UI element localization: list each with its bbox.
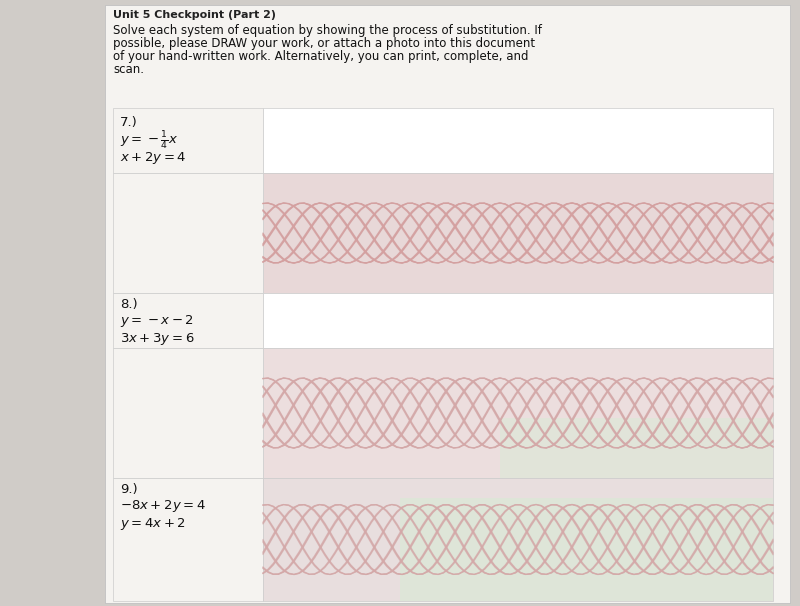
Text: possible, please DRAW your work, or attach a photo into this document: possible, please DRAW your work, or atta… bbox=[113, 37, 535, 50]
FancyBboxPatch shape bbox=[113, 108, 263, 173]
Text: $y = -x - 2$: $y = -x - 2$ bbox=[120, 313, 194, 329]
FancyBboxPatch shape bbox=[263, 478, 773, 601]
FancyBboxPatch shape bbox=[113, 348, 263, 478]
FancyBboxPatch shape bbox=[500, 418, 773, 478]
Text: scan.: scan. bbox=[113, 63, 144, 76]
Text: $y = 4x + 2$: $y = 4x + 2$ bbox=[120, 516, 186, 532]
FancyBboxPatch shape bbox=[113, 478, 263, 601]
Text: 8.): 8.) bbox=[120, 298, 138, 311]
FancyBboxPatch shape bbox=[400, 498, 773, 601]
FancyBboxPatch shape bbox=[263, 348, 773, 478]
Text: Solve each system of equation by showing the process of substitution. If: Solve each system of equation by showing… bbox=[113, 24, 542, 37]
FancyBboxPatch shape bbox=[263, 108, 773, 173]
FancyBboxPatch shape bbox=[113, 293, 263, 348]
Text: 7.): 7.) bbox=[120, 116, 138, 129]
FancyBboxPatch shape bbox=[263, 173, 773, 293]
FancyBboxPatch shape bbox=[105, 5, 790, 603]
Text: $-8x + 2y = 4$: $-8x + 2y = 4$ bbox=[120, 498, 206, 514]
Text: Unit 5 Checkpoint (Part 2): Unit 5 Checkpoint (Part 2) bbox=[113, 10, 276, 20]
Text: $3x + 3y = 6$: $3x + 3y = 6$ bbox=[120, 331, 194, 347]
Text: $x + 2y = 4$: $x + 2y = 4$ bbox=[120, 150, 186, 166]
FancyBboxPatch shape bbox=[113, 173, 263, 293]
Text: $y = -\frac{1}{4}x$: $y = -\frac{1}{4}x$ bbox=[120, 130, 178, 152]
FancyBboxPatch shape bbox=[113, 18, 773, 90]
FancyBboxPatch shape bbox=[263, 293, 773, 348]
Text: 9.): 9.) bbox=[120, 483, 138, 496]
Text: of your hand-written work. Alternatively, you can print, complete, and: of your hand-written work. Alternatively… bbox=[113, 50, 529, 63]
